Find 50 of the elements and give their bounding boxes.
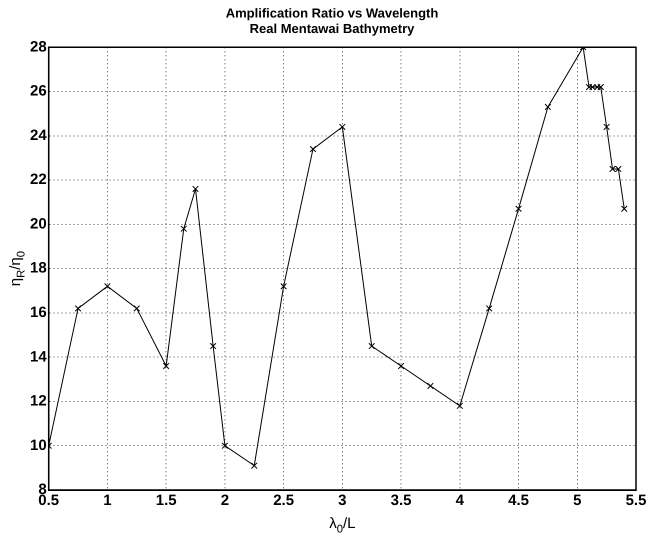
point: [104, 282, 111, 290]
point: [398, 362, 404, 370]
point: [133, 305, 140, 312]
y-tick-label: 24: [30, 126, 48, 144]
y-tick-label: 26: [30, 82, 47, 100]
x-tick-label: 5: [573, 492, 582, 510]
x-tick-label: 5.5: [626, 492, 646, 510]
point: [486, 305, 492, 312]
chart-title: Amplification Ratio vs Wavelength: [226, 5, 438, 20]
point: [594, 84, 601, 90]
point: [586, 84, 592, 90]
y-tick-label: 18: [30, 260, 47, 277]
x-tick-label: 2: [220, 492, 230, 510]
point: [310, 146, 316, 152]
point: [180, 225, 188, 232]
point: [603, 124, 610, 130]
point: [162, 362, 170, 370]
point: [250, 462, 258, 469]
y-axis-title: ηR/η0: [7, 250, 28, 286]
point: [620, 205, 628, 212]
point: [515, 205, 522, 212]
point: [368, 342, 376, 350]
point: [544, 104, 552, 110]
point: [456, 402, 464, 410]
chart-subtitle: Real Mentawai Bathymetry: [250, 20, 416, 36]
point: [280, 282, 287, 290]
point: [74, 305, 82, 312]
x-tick-label: 3: [338, 492, 347, 510]
y-tick-label: 16: [30, 304, 47, 322]
point: [192, 186, 199, 192]
point: [609, 166, 616, 172]
y-tick-label: 22: [30, 171, 47, 188]
point: [339, 124, 346, 130]
point: [615, 166, 622, 172]
x-tick-label: 3.5: [390, 492, 412, 510]
x-tick-label: 2.5: [273, 492, 294, 510]
x-tick-label: 4.5: [508, 492, 529, 510]
x-tick-label: 1.5: [156, 492, 177, 510]
point: [597, 84, 604, 90]
point: [427, 382, 434, 390]
point: [210, 342, 216, 350]
y-tick-label: 10: [30, 436, 47, 454]
y-tick-label: 20: [30, 215, 47, 232]
y-tick-label: 28: [30, 38, 47, 56]
x-tick-label: 1: [103, 492, 112, 510]
point: [589, 84, 596, 90]
point: [222, 442, 228, 450]
y-tick-label: 12: [30, 392, 47, 410]
x-tick-label: 4: [456, 492, 465, 510]
y-tick-label: 14: [30, 348, 48, 366]
